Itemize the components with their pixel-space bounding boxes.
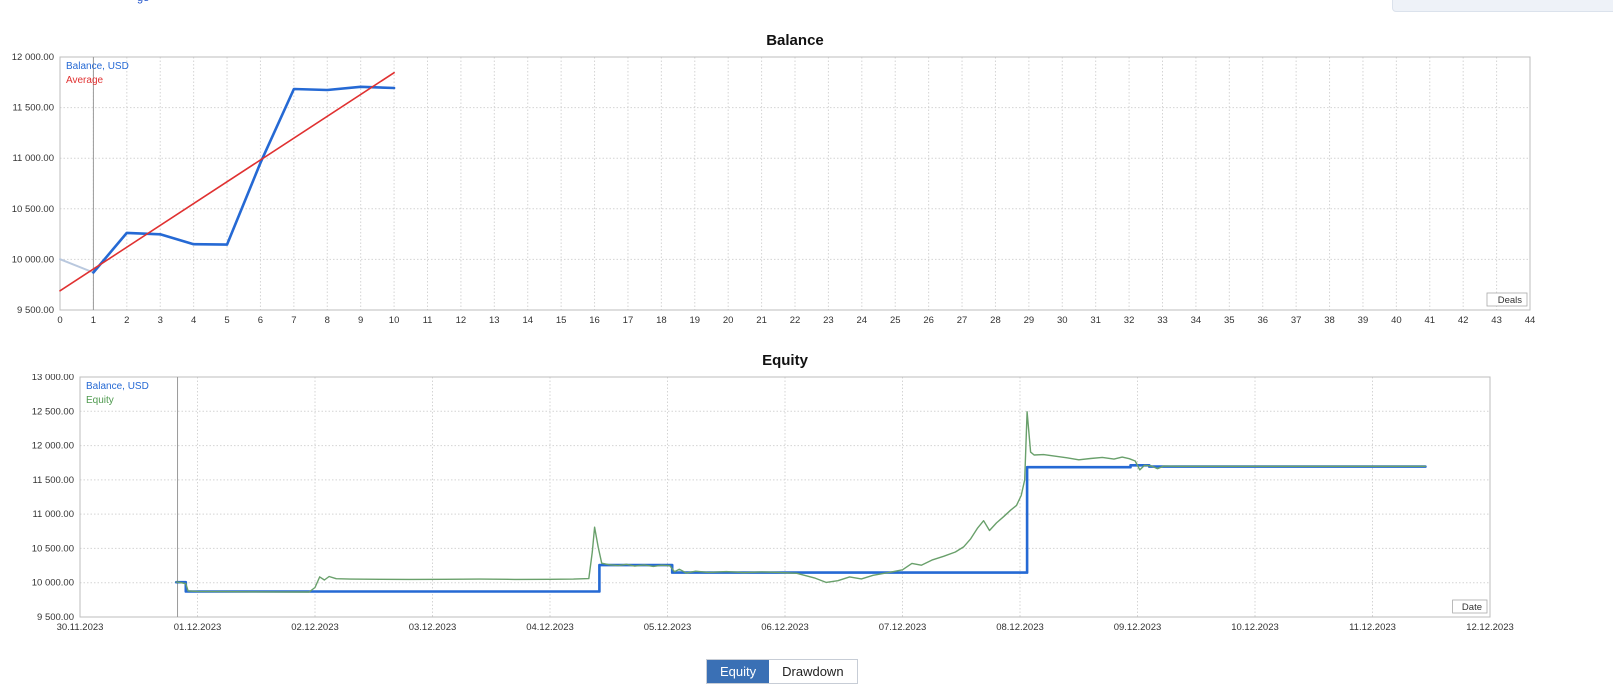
svg-text:2: 2 [124,315,129,326]
svg-text:38: 38 [1324,315,1335,326]
svg-text:19: 19 [689,315,700,326]
svg-text:11.12.2023: 11.12.2023 [1349,622,1396,633]
svg-text:10.12.2023: 10.12.2023 [1231,622,1279,633]
svg-text:41: 41 [1424,315,1435,326]
svg-text:Balance, USD: Balance, USD [66,61,129,72]
svg-text:Average: Average [66,75,104,86]
svg-text:10 500.00: 10 500.00 [32,543,74,554]
svg-text:14: 14 [522,315,533,326]
svg-text:9: 9 [358,315,363,326]
svg-text:06.12.2023: 06.12.2023 [761,622,809,633]
svg-text:0: 0 [57,315,62,326]
svg-text:9 500.00: 9 500.00 [37,612,74,623]
tab-drawdown[interactable]: Drawdown [782,664,844,679]
balance-chart-title: Balance [766,32,824,49]
svg-text:05.12.2023: 05.12.2023 [644,622,692,633]
svg-text:16: 16 [589,315,600,326]
svg-text:04.12.2023: 04.12.2023 [526,622,574,633]
svg-text:Balance, USD: Balance, USD [86,381,149,392]
svg-text:5: 5 [224,315,229,326]
svg-text:Equity: Equity [86,395,114,406]
svg-text:12 000.00: 12 000.00 [32,441,74,452]
svg-text:10 000.00: 10 000.00 [12,254,54,265]
svg-text:Date: Date [1462,602,1482,613]
svg-text:34: 34 [1191,315,1202,326]
svg-text:42: 42 [1458,315,1469,326]
svg-text:24: 24 [857,315,868,326]
svg-text:7: 7 [291,315,296,326]
svg-text:8: 8 [325,315,330,326]
svg-text:17: 17 [623,315,634,326]
svg-text:40: 40 [1391,315,1402,326]
svg-text:12 500.00: 12 500.00 [32,406,74,417]
svg-text:10 000.00: 10 000.00 [32,578,74,589]
svg-text:13 000.00: 13 000.00 [32,374,74,383]
svg-text:11 000.00: 11 000.00 [32,509,74,520]
svg-text:3: 3 [158,315,163,326]
balance-chart-section: Balance 9 500.00 10 000.00 10 500.00 11 000… [0,30,1613,360]
svg-text:4: 4 [191,315,196,326]
svg-text:20: 20 [723,315,734,326]
svg-text:26: 26 [923,315,934,326]
svg-text:29: 29 [1024,315,1035,326]
svg-text:31: 31 [1090,315,1101,326]
svg-text:01.12.2023: 01.12.2023 [174,622,222,633]
svg-text:09.12.2023: 09.12.2023 [1114,622,1162,633]
svg-text:07.12.2023: 07.12.2023 [879,622,927,633]
svg-text:13: 13 [489,315,500,326]
svg-text:30.11.2023: 30.11.2023 [57,622,104,633]
svg-text:02.12.2023: 02.12.2023 [291,622,339,633]
svg-text:12 000.00: 12 000.00 [12,52,54,63]
svg-text:33: 33 [1157,315,1168,326]
svg-text:28: 28 [990,315,1001,326]
clipped-link-fragment[interactable]: ge [137,0,177,6]
equity-chart-title: Equity [762,352,808,369]
svg-text:11 500.00: 11 500.00 [12,103,54,114]
svg-text:36: 36 [1257,315,1268,326]
top-right-panel [1392,0,1613,12]
svg-text:18: 18 [656,315,667,326]
balance-chart-plot: 9 500.00 10 000.00 10 500.00 11 000.00 11 50… [0,50,1545,335]
svg-text:44: 44 [1525,315,1536,326]
svg-text:03.12.2023: 03.12.2023 [409,622,457,633]
svg-text:6: 6 [258,315,263,326]
svg-text:12.12.2023: 12.12.2023 [1466,622,1514,633]
svg-text:43: 43 [1491,315,1502,326]
svg-text:10 500.00: 10 500.00 [12,204,54,215]
svg-text:39: 39 [1358,315,1369,326]
svg-text:1: 1 [91,315,96,326]
svg-text:15: 15 [556,315,567,326]
equity-chart-plot: 9 500.00 10 000.00 10 500.00 11 000.00 11 50… [0,372,1545,649]
svg-text:21: 21 [756,315,767,326]
svg-text:9 500.00: 9 500.00 [17,305,54,316]
svg-text:Deals: Deals [1498,295,1523,306]
equity-chart-section: Equity 9 500.00 10 000.00 10 500.00 11 000.… [0,350,1613,680]
svg-text:23: 23 [823,315,834,326]
clipped-link-text: ge [137,0,149,4]
tab-equity[interactable]: Equity [707,660,770,683]
svg-text:25: 25 [890,315,901,326]
svg-text:12: 12 [456,315,467,326]
svg-text:32: 32 [1124,315,1135,326]
view-tabs: Equity Drawdown [706,659,858,684]
svg-text:37: 37 [1291,315,1302,326]
svg-text:11 000.00: 11 000.00 [12,153,54,164]
svg-text:30: 30 [1057,315,1068,326]
svg-text:08.12.2023: 08.12.2023 [996,622,1044,633]
svg-text:22: 22 [790,315,801,326]
svg-text:10: 10 [389,315,400,326]
svg-text:11: 11 [423,315,433,326]
svg-text:35: 35 [1224,315,1235,326]
svg-text:11 500.00: 11 500.00 [32,475,74,486]
svg-text:27: 27 [957,315,968,326]
